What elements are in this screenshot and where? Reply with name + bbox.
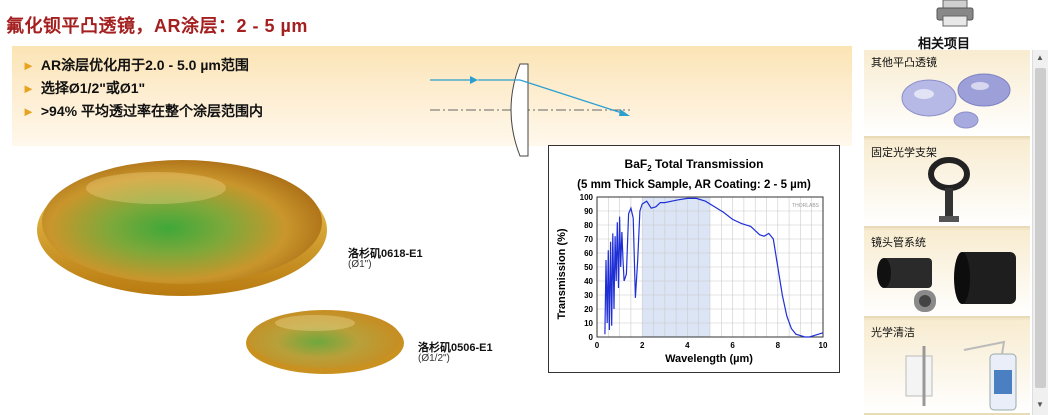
- lens-diameter: (Ø1/2"): [418, 353, 450, 364]
- x-tick-label: 10: [819, 341, 828, 350]
- bullet-arrow-icon: ►: [22, 57, 35, 73]
- cleaning-thumbnail-icon: [905, 340, 1017, 411]
- scroll-up-icon[interactable]: ▲: [1036, 53, 1044, 62]
- lens-ray-diagram: [430, 63, 630, 157]
- y-axis-label: Transmission (%): [556, 228, 568, 319]
- chart-svg: BaF2 Total Transmission (5 mm Thick Samp…: [556, 157, 828, 365]
- related-item-tubes[interactable]: 镜头管系统: [864, 230, 1030, 318]
- plot-frame: [596, 196, 824, 338]
- lens-photo-small: [246, 310, 404, 374]
- x-tick-label: 6: [730, 341, 735, 350]
- related-item-label: 光学清洁: [871, 327, 915, 339]
- feature-text: AR涂层优化用于2.0 - 5.0 µm范围: [40, 57, 249, 73]
- y-tick-label: 30: [584, 291, 593, 300]
- lens-part-number: 洛杉矶0618-E1: [348, 248, 423, 260]
- feature-text: 选择Ø1/2"或Ø1": [40, 80, 146, 96]
- feature-banner: ► AR涂层优化用于2.0 - 5.0 µm范围 ► 选择Ø1/2"或Ø1" ►…: [12, 46, 852, 146]
- y-tick-label: 60: [584, 249, 593, 258]
- y-tick-label: 100: [580, 193, 594, 202]
- x-axis-label: Wavelength (µm): [665, 353, 753, 365]
- x-tick-label: 0: [595, 341, 600, 350]
- transmission-series-line: [604, 197, 824, 338]
- y-tick-label: 40: [584, 277, 593, 286]
- y-tick-label: 80: [584, 221, 593, 230]
- feature-item: ► >94% 平均透过率在整个涂层范围内: [22, 101, 263, 121]
- chart-title: BaF2 Total Transmission: [625, 157, 764, 173]
- feature-item: ► 选择Ø1/2"或Ø1": [22, 78, 145, 98]
- mount-thumbnail-icon: [928, 157, 970, 222]
- related-item-label: 镜头管系统: [871, 237, 926, 249]
- scrollbar-thumb[interactable]: [1035, 68, 1046, 388]
- lens-photo-large: [37, 160, 327, 296]
- feature-text: >94% 平均透过率在整个涂层范围内: [40, 103, 263, 119]
- lens-tube-thumbnail-icon: [877, 252, 1016, 312]
- lens-part-number: 洛杉矶0506-E1: [418, 342, 493, 354]
- y-tick-label: 70: [584, 235, 593, 244]
- printer-icon[interactable]: [935, 0, 975, 28]
- lens-diameter: (Ø1"): [348, 259, 372, 270]
- y-tick-label: 50: [584, 263, 593, 272]
- x-tick-label: 2: [640, 341, 645, 350]
- related-item-label: 固定光学支架: [871, 147, 937, 159]
- related-item-label: 其他平凸透镜: [871, 57, 937, 69]
- related-item-lenses[interactable]: 其他平凸透镜: [864, 50, 1030, 138]
- transmission-chart: BaF2 Total Transmission (5 mm Thick Samp…: [548, 145, 840, 373]
- x-tick-label: 4: [685, 341, 690, 350]
- y-tick-label: 10: [584, 319, 593, 328]
- related-scrollbar[interactable]: ▲ ▼: [1032, 50, 1048, 415]
- related-item-cleaning[interactable]: 光学清洁: [864, 320, 1030, 415]
- plot-area: 0 10 20 30 40 50 60 70 80 90 100 0 2 4 6 8 10 THORLABS: [580, 193, 828, 350]
- y-tick-label: 20: [584, 305, 593, 314]
- page-title: 氟化钡平凸透镜，AR涂层：2 - 5 µm: [6, 16, 308, 36]
- feature-item: ► AR涂层优化用于2.0 - 5.0 µm范围: [22, 55, 249, 75]
- y-tick-label: 0: [589, 333, 594, 342]
- thorlabs-watermark: THORLABS: [792, 203, 820, 209]
- related-item-mounts[interactable]: 固定光学支架: [864, 140, 1030, 228]
- y-tick-label: 90: [584, 207, 593, 216]
- lens-thumbnail-icon: [901, 73, 1011, 129]
- related-title: 相关项目: [918, 36, 971, 51]
- bullet-arrow-icon: ►: [22, 80, 35, 96]
- related-items-panel: 其他平凸透镜 固定光学支架 镜头管系统: [864, 50, 1030, 415]
- bullet-arrow-icon: ►: [22, 103, 35, 119]
- x-tick-label: 8: [776, 341, 781, 350]
- chart-subtitle: (5 mm Thick Sample, AR Coating: 2 - 5 µm…: [577, 179, 811, 191]
- scroll-down-icon[interactable]: ▼: [1036, 400, 1044, 409]
